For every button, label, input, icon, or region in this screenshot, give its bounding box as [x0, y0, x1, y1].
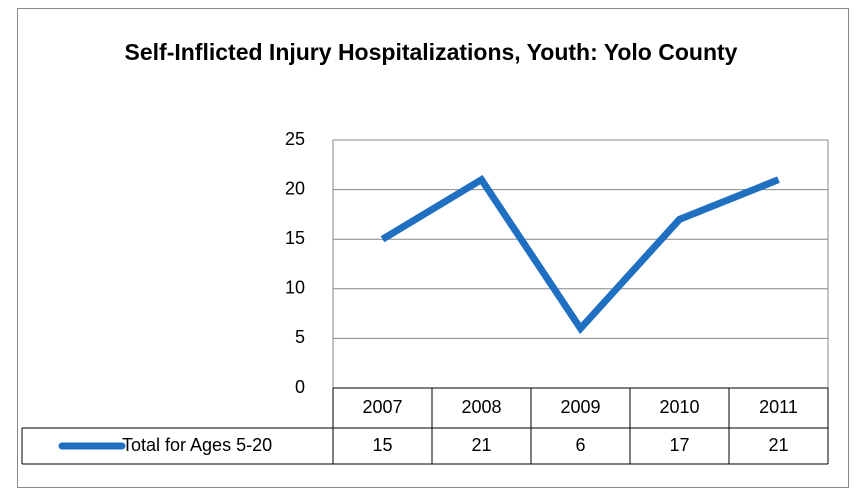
table-value: 17	[669, 435, 689, 455]
x-tick-label: 2008	[461, 397, 501, 417]
x-tick-label: 2010	[659, 397, 699, 417]
x-tick-label: 2009	[560, 397, 600, 417]
table-value: 21	[768, 435, 788, 455]
y-tick-label: 10	[285, 278, 305, 298]
x-tick-label: 2011	[759, 397, 798, 417]
y-tick-label: 15	[285, 228, 305, 248]
series-line	[380, 174, 780, 335]
y-tick-label: 25	[285, 129, 305, 149]
y-tick-label: 5	[295, 327, 305, 347]
table-value: 21	[471, 435, 491, 455]
chart-title: Self-Inflicted Injury Hospitalizations, …	[124, 39, 738, 65]
y-tick-label: 20	[285, 178, 305, 198]
table-value: 15	[372, 435, 392, 455]
y-tick-label: 0	[295, 377, 305, 397]
table-value: 6	[575, 435, 585, 455]
legend-label: Total for Ages 5-20	[122, 435, 272, 455]
x-tick-label: 2007	[362, 397, 402, 417]
